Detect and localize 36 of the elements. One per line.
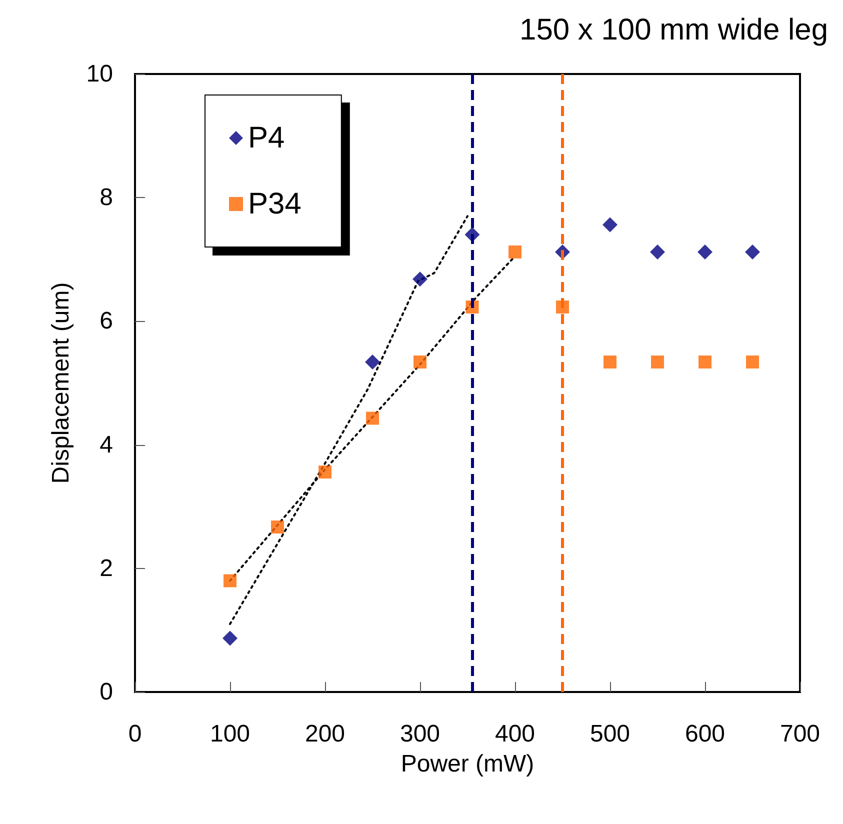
x-tick-label: 0	[128, 720, 142, 748]
point	[271, 520, 284, 534]
y-axis-title: Displacement (um)	[48, 282, 74, 484]
x-axis-title: Power (mW)	[400, 750, 534, 778]
point	[414, 355, 426, 368]
point	[746, 355, 759, 368]
y-tick-label: 8	[100, 184, 113, 212]
point	[604, 355, 616, 368]
point	[602, 217, 618, 232]
point	[745, 244, 760, 260]
y-tick-label: 0	[100, 678, 113, 706]
x-tick-label: 400	[494, 720, 536, 748]
point	[650, 244, 665, 260]
point	[366, 412, 379, 425]
legend-label: P4	[248, 122, 285, 154]
point	[698, 355, 712, 368]
point	[224, 574, 236, 588]
x-tick-label: 200	[304, 720, 346, 748]
point	[508, 245, 522, 258]
x-tick-label: 300	[400, 720, 440, 748]
y-tick-label: 2	[100, 554, 113, 582]
chart-title: 150 x 100 mm wide leg	[520, 14, 828, 46]
y-tick-label: 4	[100, 431, 113, 458]
x-tick-label: 500	[590, 720, 630, 748]
point	[412, 272, 428, 287]
y-tick-label: 10	[86, 60, 113, 88]
x-tick-label: 600	[684, 720, 726, 748]
point	[651, 355, 664, 368]
point	[698, 244, 712, 260]
x-tick-label: 700	[780, 720, 820, 748]
point	[318, 465, 332, 478]
legend-label: P34	[248, 188, 302, 220]
point	[365, 354, 380, 370]
point	[222, 630, 238, 646]
y-tick-label: 6	[100, 308, 113, 335]
x-tick-label: 100	[210, 720, 250, 748]
